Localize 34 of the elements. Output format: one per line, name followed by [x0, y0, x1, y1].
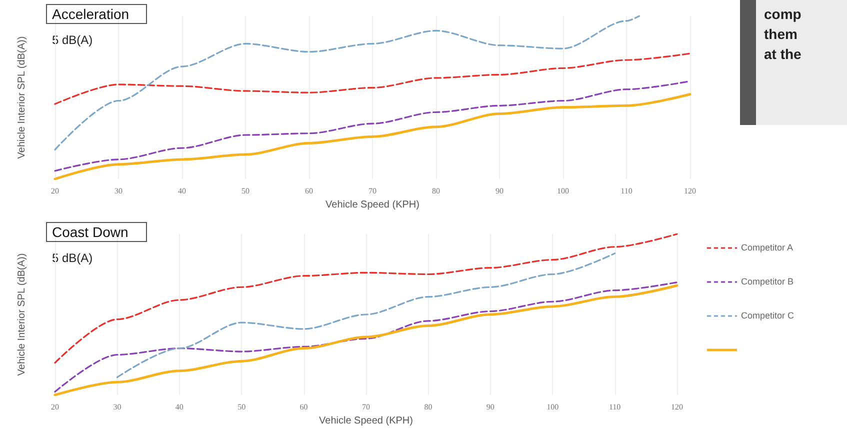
x-tick-label: 30: [114, 186, 122, 196]
x-tick-label: 20: [51, 402, 59, 412]
x-axis-title: Vehicle Speed (KPH): [319, 415, 413, 426]
x-tick-label: 90: [486, 402, 494, 412]
x-tick-label: 110: [620, 186, 632, 196]
legend-label: Competitor B: [741, 276, 794, 286]
x-tick-label: 80: [424, 402, 432, 412]
x-tick-label: 30: [113, 402, 122, 412]
x-tick-label: 40: [175, 402, 184, 412]
text: comp: [764, 5, 802, 24]
chart-title: Coast Down: [52, 224, 128, 240]
x-tick-label: 90: [496, 186, 504, 196]
x-tick-label: 50: [242, 186, 250, 196]
x-tick-label: 80: [432, 186, 440, 196]
x-tick-label: 40: [178, 186, 186, 196]
x-tick-label: 120: [671, 402, 683, 412]
x-tick-label: 100: [546, 402, 559, 412]
x-tick-label: 70: [362, 402, 370, 412]
chart-title: Acceleration: [52, 6, 130, 22]
x-tick-label: 60: [305, 186, 313, 196]
x-tick-label: 60: [300, 402, 308, 412]
x-tick-label: 110: [608, 402, 621, 412]
text: them: [764, 25, 798, 44]
x-axis-title: Vehicle Speed (KPH): [326, 199, 420, 210]
y-axis-title: Vehicle Interior SPL (dB(A)): [16, 253, 28, 376]
x-tick-label: 120: [684, 186, 696, 196]
x-tick-label: 20: [51, 186, 59, 196]
legend-label: Competitor A: [741, 242, 794, 252]
x-tick-label: 70: [368, 186, 376, 196]
x-tick-label: 100: [557, 186, 569, 196]
legend-label: Competitor C: [741, 310, 795, 320]
x-tick-label: 50: [238, 402, 246, 412]
y-axis-title: Vehicle Interior SPL (dB(A)): [16, 36, 28, 159]
text: at the: [764, 45, 802, 64]
